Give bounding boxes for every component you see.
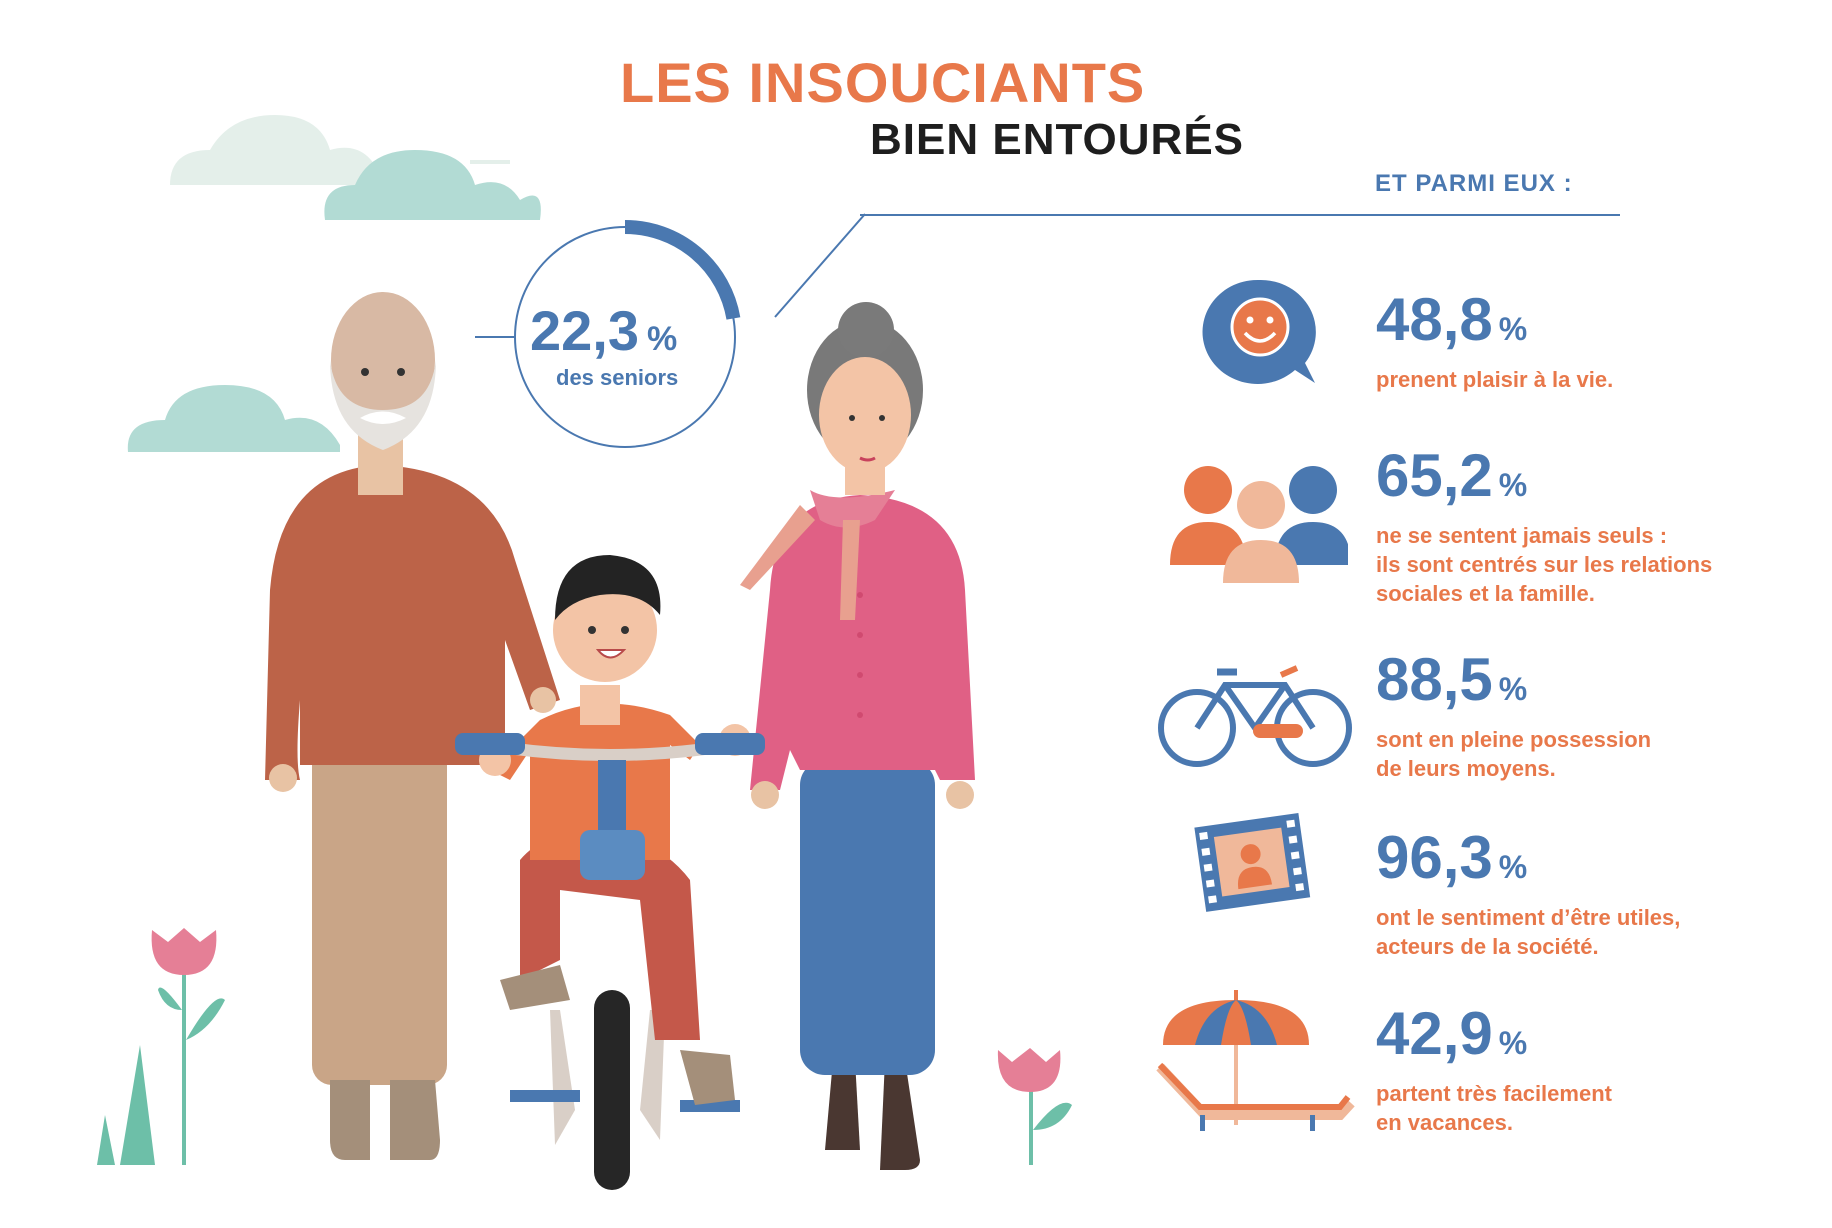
- subheading: ET PARMI EUX :: [1375, 170, 1573, 197]
- stat-description-line: sont en pleine possession: [1376, 727, 1652, 752]
- page-title-line2: BIEN ENTOURÉS: [870, 115, 1245, 164]
- stat-unit: %: [1498, 311, 1528, 347]
- stat-description-line: acteurs de la société.: [1376, 934, 1599, 959]
- stat-item: 48,8% prenent plaisir à la vie.: [1376, 288, 1613, 394]
- stat-number: 48,8: [1376, 286, 1493, 353]
- stat-number: 42,9: [1376, 1000, 1493, 1067]
- stat-description: sont en pleine possession de leurs moyen…: [1376, 725, 1651, 783]
- stat-description: partent très facilement en vacances.: [1376, 1079, 1612, 1137]
- headline-unit: %: [647, 320, 678, 358]
- divider: [860, 214, 1620, 216]
- cloud-icon: [127, 385, 340, 452]
- headline-label: des seniors: [556, 365, 679, 390]
- stat-description-line: ont le sentiment d’être utiles,: [1376, 905, 1681, 930]
- stat-description: prenent plaisir à la vie.: [1376, 365, 1613, 394]
- stat-item: 88,5% sont en pleine possession de leurs…: [1376, 648, 1651, 783]
- page-title-line1: LES INSOUCIANTS: [620, 51, 1146, 114]
- stat-description-line: partent très facilement: [1376, 1081, 1612, 1106]
- cloud-icon: [170, 115, 380, 185]
- stat-number: 96,3: [1376, 824, 1493, 891]
- stat-description-line: de leurs moyens.: [1376, 756, 1556, 781]
- stat-unit: %: [1498, 1025, 1528, 1061]
- child-on-bike-figure: [455, 555, 765, 1190]
- headline-value: 22,3%: [530, 298, 677, 363]
- stat-unit: %: [1498, 467, 1528, 503]
- smiley-speech-bubble-icon: [1202, 279, 1316, 384]
- stat-description-line: ne se sentent jamais seuls :: [1376, 523, 1668, 548]
- cloud-icon: [324, 150, 541, 220]
- stat-description-line: ils sont centrés sur les relations: [1376, 552, 1713, 577]
- beach-umbrella-lounger-icon: [1156, 990, 1355, 1131]
- grandfather-figure: [265, 292, 560, 1160]
- stat-value: 96,3%: [1376, 826, 1680, 899]
- stat-item: 42,9% partent très facilement en vacance…: [1376, 1002, 1612, 1137]
- stat-value: 65,2%: [1376, 444, 1712, 517]
- stat-description: ne se sentent jamais seuls : ils sont ce…: [1376, 521, 1712, 608]
- grandmother-figure: [740, 302, 975, 1170]
- stat-item: 96,3% ont le sentiment d’être utiles, ac…: [1376, 826, 1680, 961]
- film-strip-portrait-icon: [1194, 813, 1311, 912]
- stat-number: 88,5: [1376, 646, 1493, 713]
- stat-unit: %: [1498, 849, 1528, 885]
- headline-ring: [475, 213, 866, 448]
- stat-value: 42,9%: [1376, 1002, 1612, 1075]
- stat-item: 65,2% ne se sentent jamais seuls : ils s…: [1376, 444, 1712, 608]
- tulip-right-icon: [997, 1048, 1072, 1165]
- stat-value: 88,5%: [1376, 648, 1651, 721]
- stat-value: 48,8%: [1376, 288, 1613, 361]
- tulip-left-icon: [151, 928, 225, 1165]
- stat-number: 65,2: [1376, 442, 1493, 509]
- stat-description-line: prenent plaisir à la vie.: [1376, 367, 1614, 392]
- stat-description-line: en vacances.: [1376, 1110, 1513, 1135]
- bicycle-icon: [1158, 665, 1352, 767]
- stat-description: ont le sentiment d’être utiles, acteurs …: [1376, 903, 1680, 961]
- headline-number: 22,3: [530, 299, 639, 362]
- people-group-icon: [1170, 466, 1348, 583]
- stat-unit: %: [1498, 671, 1528, 707]
- stat-description-line: sociales et la famille.: [1376, 581, 1595, 606]
